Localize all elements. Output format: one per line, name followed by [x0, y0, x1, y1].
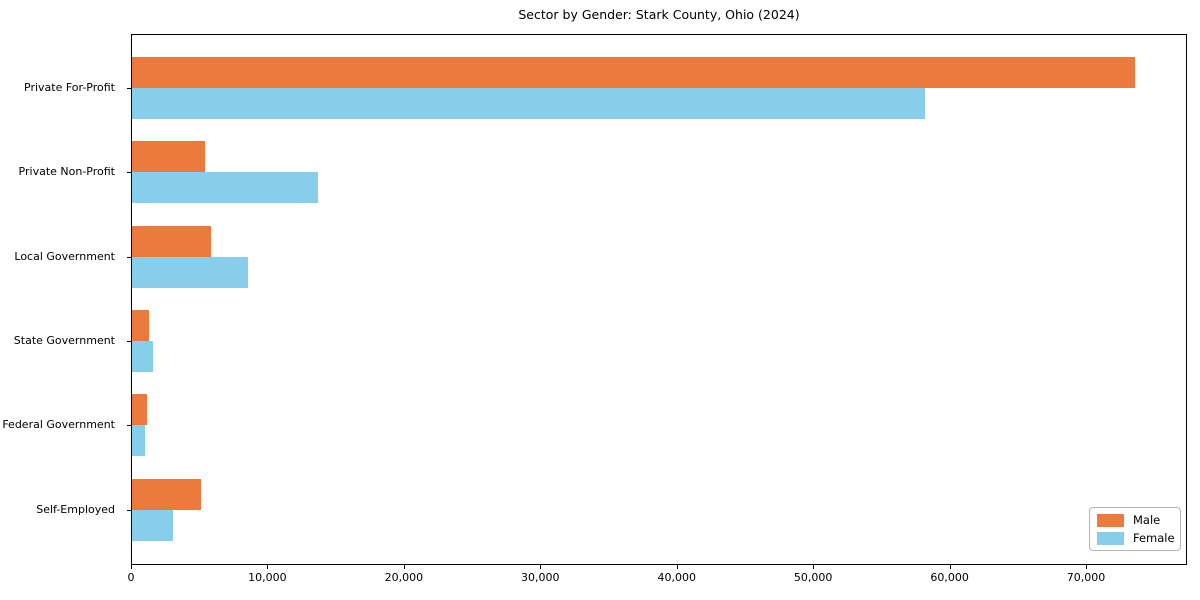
y-tick-label-local-government: Local Government [14, 249, 115, 263]
x-tick-30-000 [540, 565, 542, 569]
x-tick-label-0: 0 [127, 571, 135, 584]
x-tick-0 [131, 565, 132, 569]
x-tick-60-000 [949, 565, 951, 569]
y-tick-state-government [127, 340, 131, 342]
y-tick-private-for-profit [127, 88, 131, 89]
y-tick-local-government [127, 256, 131, 258]
y-tick-label-private-non-profit: Private Non-Profit [18, 165, 115, 179]
bar-male-state-government [132, 309, 149, 341]
x-tick-10-000 [267, 565, 269, 569]
legend-swatch-male [1097, 513, 1124, 527]
y-tick-label-state-government: State Government [13, 333, 115, 347]
bar-female-local-government [132, 256, 249, 288]
bar-female-federal-government [132, 425, 145, 457]
legend-entry-male: Male [1097, 513, 1172, 527]
x-tick-label-10-000: 10,000 [248, 571, 287, 584]
chart-title: Sector by Gender: Stark County, Ohio (20… [518, 7, 800, 22]
x-tick-label-60-000: 60,000 [930, 571, 969, 584]
bar-male-private-for-profit [132, 57, 1136, 88]
x-tick-label-70-000: 70,000 [1066, 571, 1106, 584]
legend-entry-female: Female [1097, 531, 1175, 545]
legend-label-male: Male [1133, 513, 1161, 527]
x-tick-label-30-000: 30,000 [521, 571, 560, 584]
bar-male-local-government [132, 225, 212, 257]
y-tick-label-private-for-profit: Private For-Profit [24, 81, 115, 94]
x-tick-label-40-000: 40,000 [657, 571, 696, 584]
x-tick-20-000 [403, 565, 405, 569]
bar-male-federal-government [132, 394, 148, 426]
y-tick-label-self-employed: Self-Employed [36, 502, 115, 516]
x-tick-50-000 [813, 565, 815, 569]
bar-female-state-government [132, 340, 153, 372]
y-tick-federal-government [127, 425, 131, 427]
x-tick-label-20-000: 20,000 [384, 571, 424, 584]
y-tick-label-federal-government: Federal Government [2, 418, 115, 432]
x-tick-40-000 [676, 565, 678, 569]
bar-male-private-non-profit [132, 141, 205, 173]
y-tick-self-employed [127, 509, 131, 511]
y-tick-private-non-profit [127, 172, 131, 174]
bar-female-private-non-profit [132, 172, 318, 204]
bar-female-self-employed [132, 509, 174, 541]
plot-area [131, 34, 1187, 565]
x-tick-70-000 [1086, 565, 1088, 569]
bar-male-self-employed [132, 478, 201, 510]
legend-swatch-female [1097, 531, 1124, 545]
legend: Male Female [1089, 507, 1181, 551]
x-tick-label-50-000: 50,000 [793, 571, 833, 584]
legend-label-female: Female [1133, 531, 1175, 545]
bar-female-private-for-profit [132, 88, 926, 119]
